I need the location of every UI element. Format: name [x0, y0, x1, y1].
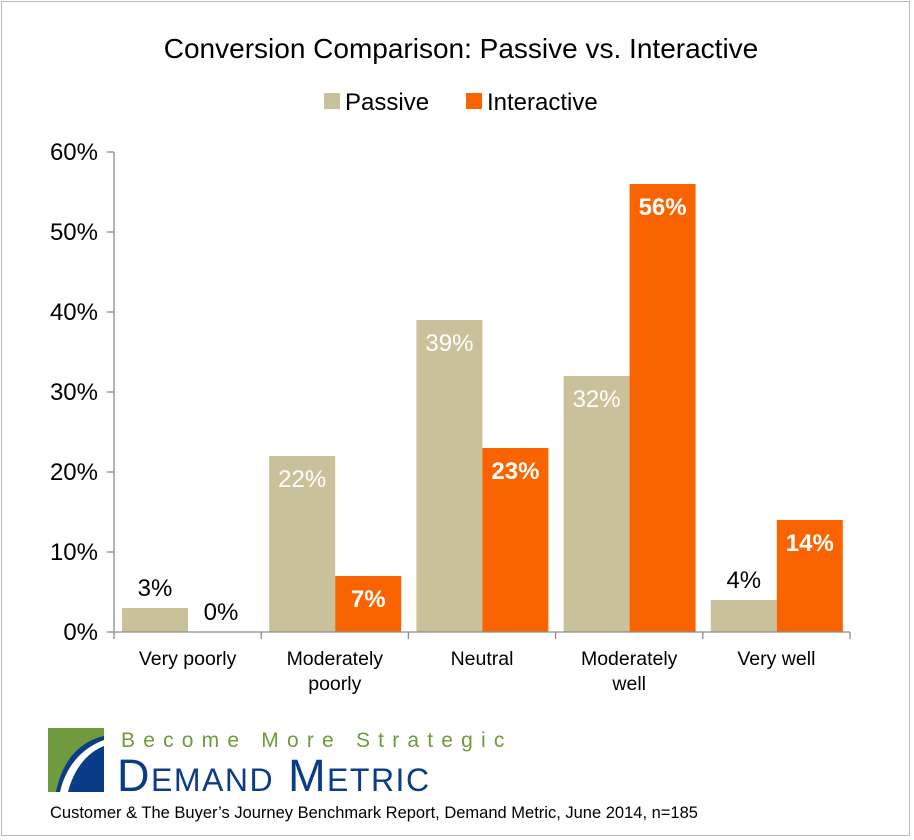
source-note: Customer & The Buyer’s Journey Benchmark…	[50, 804, 698, 822]
bar-passive-5	[710, 600, 777, 632]
data-label-passive-3: 39%	[425, 330, 473, 357]
y-tick-label: 10%	[50, 539, 98, 566]
data-label-interactive-4: 56%	[639, 194, 687, 221]
data-label-passive-5: 4%	[726, 567, 761, 594]
y-tick-label: 50%	[50, 219, 98, 246]
y-tick-label: 60%	[50, 139, 98, 166]
bar-interactive-2	[335, 576, 402, 632]
data-label-interactive-3: 23%	[491, 458, 539, 485]
legend: Passive Interactive	[324, 89, 598, 116]
x-axis: Very poorly Moderately poorly Neutral Modera…	[113, 631, 851, 695]
legend-label-interactive: Interactive	[487, 89, 598, 116]
legend-swatch-passive	[324, 93, 340, 109]
x-tick-label: Moderately poorly	[287, 648, 384, 695]
x-tick-label: Moderately well	[581, 648, 678, 695]
bars: 3% 0% 22% 7% 39% 23% 32% 56% 4% 14%	[122, 184, 843, 632]
data-label-passive-4: 32%	[573, 386, 621, 413]
y-tick-label: 40%	[50, 299, 98, 326]
data-label-passive-2: 22%	[278, 466, 326, 493]
x-tick-label: Neutral	[451, 648, 514, 670]
y-axis: 0% 10% 20% 30% 40% 50% 60%	[50, 139, 115, 646]
bar-interactive-5	[776, 520, 843, 632]
chart-title: Conversion Comparison: Passive vs. Inter…	[164, 33, 758, 64]
data-label-interactive-5: 14%	[786, 530, 834, 557]
bar-passive-2	[269, 456, 336, 632]
y-tick-label: 30%	[50, 379, 98, 406]
data-label-passive-1: 3%	[138, 575, 173, 602]
bar-interactive-3	[482, 448, 549, 632]
bar-passive-1	[122, 608, 188, 632]
bar-interactive-4	[629, 184, 696, 632]
demand-metric-logo-icon	[48, 728, 104, 792]
x-tick-label: Very poorly	[139, 648, 237, 670]
bar-passive-3	[416, 320, 483, 632]
y-tick-label: 0%	[63, 619, 98, 646]
bar-passive-4	[563, 376, 630, 632]
legend-swatch-interactive	[466, 93, 482, 109]
legend-label-passive: Passive	[345, 89, 429, 116]
brand-tagline: Become More Strategic	[121, 729, 513, 752]
data-label-interactive-1: 0%	[204, 599, 239, 626]
data-label-interactive-2: 7%	[351, 586, 386, 613]
brand-name: Demand Metric	[117, 750, 431, 801]
x-tick-label: Very well	[737, 648, 815, 670]
y-tick-label: 20%	[50, 459, 98, 486]
